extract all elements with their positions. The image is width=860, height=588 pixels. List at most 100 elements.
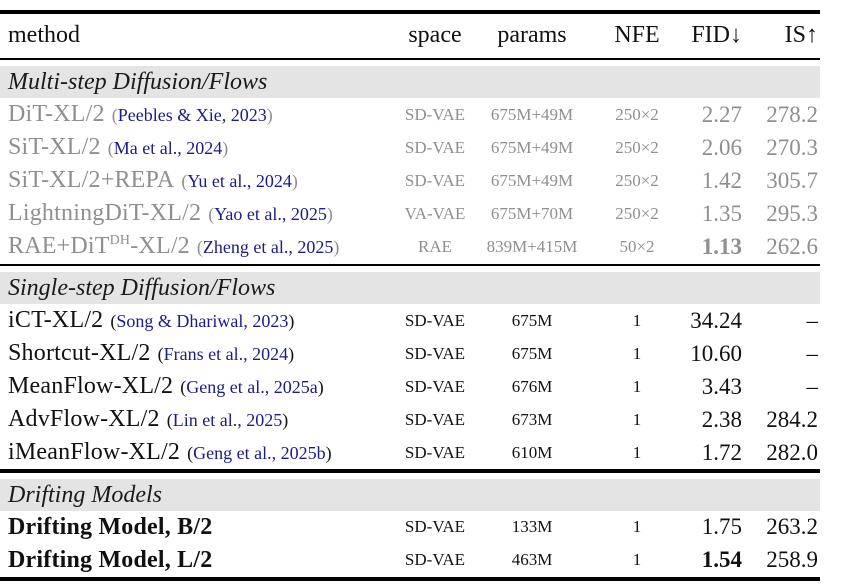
params-cell: 839M+415M [486,236,578,256]
is-cell: – [806,373,819,399]
section-title: Drifting Models [0,478,820,511]
method-cell: SiT-XL/2 (Ma et al., 2024) [8,134,390,161]
citation: (Peebles & Xie, 2023) [111,105,273,125]
is-cell: 278.2 [766,101,818,127]
nfe-cell: 250×2 [615,137,659,157]
table-row: RAE+DiTDH-XL/2 (Zheng et al., 2025) RAE 839… [0,230,820,263]
method-cell: iCT-XL/2 (Song & Dhariwal, 2023) [8,307,390,334]
method-name: SiT-XL/2+REPA [8,167,175,193]
nfe-cell: 250×2 [615,104,659,124]
method-name: AdvFlow-XL/2 [8,406,160,432]
citation-text: Zheng et al., 2025 [202,237,334,257]
space-cell: SD-VAE [404,550,466,569]
citation: (Yao et al., 2025) [208,204,333,224]
section-title: Single-step Diffusion/Flows [0,272,820,304]
table-row: Drifting Model, B/2 SD-VAE 133M 1 1.75 263.2 [0,511,820,544]
nfe-cell: 1 [632,376,642,396]
table-row: DiT-XL/2 (Peebles & Xie, 2023) SD-VAE 675M+… [0,98,820,131]
table-row: MeanFlow-XL/2 (Geng et al., 2025a) SD-VAE 6… [0,370,820,403]
nfe-cell: 1 [632,442,642,462]
method-name: SiT-XL/2 [8,134,101,160]
params-cell: 676M [511,376,553,396]
is-cell: – [806,340,819,366]
citation: (Song & Dhariwal, 2023) [110,311,295,331]
column-header-params: params [497,22,567,48]
citation: (Lin et al., 2025) [166,410,289,430]
nfe-cell: 1 [632,550,642,569]
column-header-method: method [8,22,80,48]
params-cell: 463M [511,550,553,569]
column-header-space: space [408,22,462,48]
space-cell: SD-VAE [404,409,466,429]
space-cell: SD-VAE [404,376,466,396]
citation-text: Geng et al., 2025b [193,443,326,463]
fid-cell: 1.54 [701,547,742,572]
table-row: AdvFlow-XL/2 (Lin et al., 2025) SD-VAE 673M… [0,403,820,436]
citation-text: Frans et al., 2024 [163,344,289,364]
citation-text: Geng et al., 2025a [186,377,318,397]
table-row: SiT-XL/2+REPA (Yu et al., 2024) SD-VAE 675M… [0,164,820,197]
citation: (Geng et al., 2025a) [180,377,324,397]
space-cell: SD-VAE [404,442,466,462]
table-sections: Multi-step Diffusion/Flows DiT-XL/2 (Peebl… [0,66,820,581]
is-cell: 282.0 [766,439,818,465]
is-cell: 263.2 [766,514,818,539]
method-cell: DiT-XL/2 (Peebles & Xie, 2023) [8,101,390,128]
params-cell: 133M [511,517,553,536]
citation: (Geng et al., 2025b) [187,443,332,463]
params-cell: 675M [511,343,553,363]
method-cell: MeanFlow-XL/2 (Geng et al., 2025a) [8,373,390,400]
is-cell: 270.3 [766,134,818,160]
citation: (Zheng et al., 2025) [196,237,340,257]
method-name: RAE+DiTDH-XL/2 [8,233,190,259]
fid-cell: 2.06 [701,134,742,160]
fid-cell: 34.24 [690,307,742,333]
space-cell: RAE [418,236,452,256]
column-header-is: IS↑ [784,22,818,48]
method-name: Drifting Model, L/2 [8,546,213,573]
method-superscript: DH [109,233,131,248]
citation-text: Lin et al., 2025 [172,410,283,430]
fid-cell: 10.60 [690,340,742,366]
is-cell: 284.2 [766,406,818,432]
section-title: Multi-step Diffusion/Flows [0,66,820,98]
method-name: DiT-XL/2 [8,101,105,127]
fid-cell: 2.27 [701,101,742,127]
table-row: iCT-XL/2 (Song & Dhariwal, 2023) SD-VAE 675… [0,304,820,337]
space-cell: SD-VAE [404,137,466,157]
fid-cell: 1.35 [701,200,742,226]
is-cell: 305.7 [766,167,818,193]
space-cell: SD-VAE [404,343,466,363]
mid-rule [0,264,820,266]
space-cell: SD-VAE [404,517,466,536]
citation-text: Ma et al., 2024 [113,138,223,158]
is-cell: – [806,307,819,333]
is-cell: 295.3 [766,200,818,226]
nfe-cell: 50×2 [619,236,655,256]
method-cell: RAE+DiTDH-XL/2 (Zheng et al., 2025) [8,233,390,260]
column-header-nfe: NFE [614,22,660,48]
method-cell: Shortcut-XL/2 (Frans et al., 2024) [8,340,390,367]
citation: (Yu et al., 2024) [181,171,298,191]
table-row: iMeanFlow-XL/2 (Geng et al., 2025b) SD-VAE… [0,436,820,469]
column-header-fid: FID↓ [691,22,742,48]
table-row: LightningDiT-XL/2 (Yao et al., 2025) VA-VA… [0,197,820,230]
method-cell: AdvFlow-XL/2 (Lin et al., 2025) [8,406,390,433]
space-cell: SD-VAE [404,104,466,124]
nfe-cell: 1 [632,517,642,536]
nfe-cell: 1 [632,343,642,363]
nfe-cell: 1 [632,310,642,330]
table-row: Shortcut-XL/2 (Frans et al., 2024) SD-VAE 6… [0,337,820,370]
table-row: Drifting Model, L/2 SD-VAE 463M 1 1.54 258.9 [0,544,820,577]
space-cell: SD-VAE [404,170,466,190]
method-name: Shortcut-XL/2 [8,340,151,366]
nfe-cell: 1 [632,409,642,429]
params-cell: 675M+49M [490,104,574,124]
params-cell: 675M+49M [490,170,574,190]
citation: (Frans et al., 2024) [157,344,295,364]
method-cell: LightningDiT-XL/2 (Yao et al., 2025) [8,200,390,227]
method-cell: iMeanFlow-XL/2 (Geng et al., 2025b) [8,439,390,466]
top-rule [0,10,820,14]
citation-text: Yao et al., 2025 [214,204,327,224]
